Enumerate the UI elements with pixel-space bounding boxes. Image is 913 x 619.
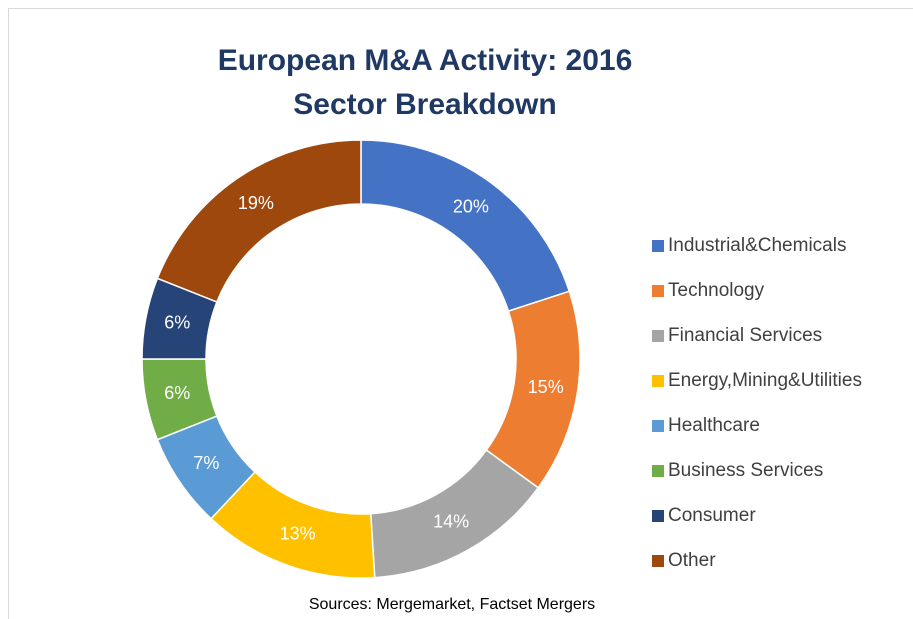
data-label: 14% [433,512,469,532]
legend-swatch [652,465,664,477]
data-label: 19% [238,193,274,213]
data-label: 6% [164,313,190,333]
legend-swatch [652,375,664,387]
legend-swatch [652,510,664,522]
legend-swatch [652,240,664,252]
legend-swatch [652,285,664,297]
legend-label: Energy,Mining&Utilities [668,370,862,391]
data-label: 13% [280,524,316,544]
legend-label: Technology [668,280,765,301]
chart-title: European M&A Activity: 2016 [218,44,633,77]
legend-label: Business Services [668,460,823,481]
chart-subtitle: Sector Breakdown [293,88,556,121]
legend-label: Other [668,550,716,571]
legend-label: Industrial&Chemicals [668,235,846,256]
data-label: 7% [193,453,219,473]
legend-swatch [652,555,664,567]
legend-swatch [652,420,664,432]
data-label: 6% [164,383,190,403]
legend-label: Consumer [668,505,756,526]
legend-swatch [652,330,664,342]
legend-label: Financial Services [668,325,822,346]
donut-slice [360,139,571,313]
source-note: Sources: Mergemarket, Factset Mergers [309,596,595,613]
chart-frame [8,8,913,619]
data-label: 20% [453,196,489,216]
donut-slice [156,139,362,303]
data-label: 15% [528,377,564,397]
legend-label: Healthcare [668,415,760,436]
